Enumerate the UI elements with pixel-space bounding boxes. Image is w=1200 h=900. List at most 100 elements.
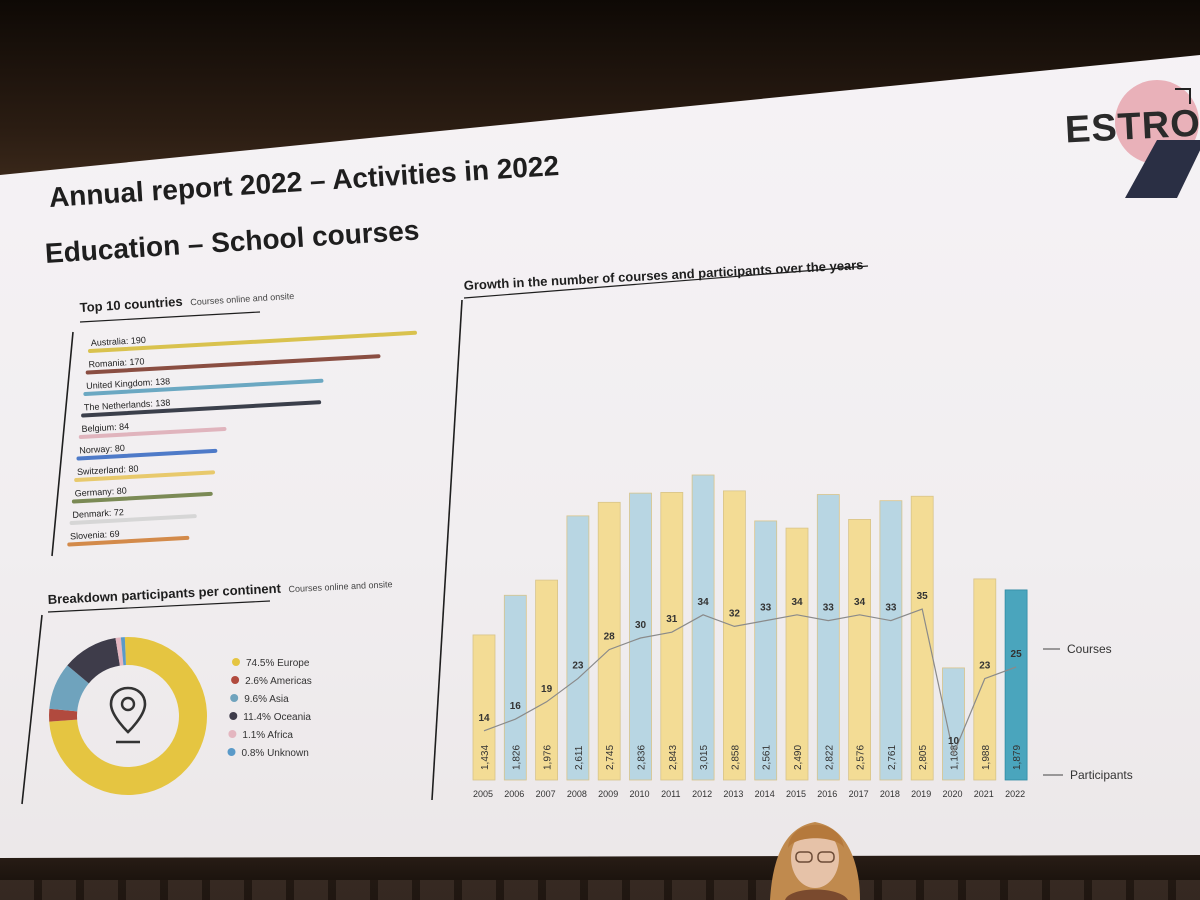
courses-value-label: 31: [666, 614, 678, 625]
participants-bar: [472, 634, 496, 781]
svg-text:Breakdown participants per con: Breakdown participants per continent Cou…: [47, 575, 392, 607]
year-label: 2013: [723, 789, 743, 799]
courses-value-label: 33: [885, 603, 897, 614]
top-countries-axis: [51, 331, 74, 557]
participants-value-label: 2,561: [762, 745, 773, 770]
participants-bar: [879, 500, 903, 781]
continent-legend: 74.5% Europe 2.6% Americas 9.6% Asia 11.4% …: [227, 658, 312, 759]
country-bar-label: United Kingdom: 138: [86, 376, 170, 391]
participants-legend-label: Participants: [1070, 768, 1133, 782]
year-label: 2010: [629, 789, 649, 799]
continent-breakdown-chart: Breakdown participants per continent Cou…: [21, 575, 393, 805]
donut-slice: [49, 637, 207, 795]
courses-value-label: 25: [1011, 649, 1023, 660]
legend-label: 1.1% Africa: [242, 730, 293, 741]
participants-value-label: 2,576: [856, 745, 867, 770]
country-bar-label: Australia: 190: [91, 335, 147, 348]
courses-value-label: 35: [917, 591, 929, 602]
legend-label: 9.6% Asia: [244, 694, 289, 705]
country-bar: [74, 470, 216, 482]
country-bar: [83, 378, 324, 396]
location-pin-icon: [109, 686, 147, 744]
svg-text:Top 10 countries Courses: Top 10 countries Courses online and onsi…: [79, 287, 294, 315]
legend-label: 0.8% Unknown: [242, 748, 309, 759]
year-label: 2022: [1005, 789, 1025, 799]
participants-bars: 1,434 1,826 1,976 2,611 2,745 2,836 2,843 3,015…: [472, 474, 1028, 781]
year-label: 2019: [911, 789, 931, 799]
participants-value-label: 2,836: [637, 745, 648, 770]
year-label: 2005: [473, 789, 493, 799]
participants-bar: [1004, 589, 1028, 781]
country-bars: Australia: 190 Romania: 170 United Kingdom…: [67, 330, 417, 547]
country-bar-label: The Netherlands: 138: [84, 398, 171, 413]
year-label: 2016: [817, 789, 837, 799]
participants-value-label: 2,858: [730, 745, 741, 770]
top-countries-subtitle: Courses online and onsite: [190, 291, 294, 307]
participants-value-label: 1,826: [511, 745, 522, 770]
country-bar: [88, 330, 417, 353]
country-bar: [78, 426, 227, 439]
growth-title-underline: [463, 265, 869, 299]
top-countries-title-underline: [79, 311, 261, 323]
participants-value-label: 2,843: [668, 745, 679, 770]
participants-value-label: 2,490: [793, 745, 804, 770]
year-axis-labels: 2005 2006 2007 2008 2009 2010 2011 2012 2013 2014…: [473, 789, 1025, 799]
participants-bar: [816, 494, 840, 781]
participants-value-label: 1,988: [981, 745, 992, 770]
country-bar-label: Germany: 80: [74, 486, 127, 499]
participants-bar: [535, 579, 558, 781]
participants-value-label: 2,805: [918, 745, 929, 770]
participants-value-label: 1,108: [950, 745, 961, 770]
participants-value-label: 2,611: [574, 745, 585, 770]
continent-axis: [21, 614, 43, 805]
growth-axis: [431, 299, 463, 801]
continent-subtitle: Courses online and onsite: [288, 579, 392, 594]
participants-bar: [566, 515, 590, 781]
legend-label: 2.6% Americas: [245, 676, 312, 687]
participants-value-label: 2,745: [605, 745, 616, 770]
continent-donut: [49, 637, 207, 795]
year-label: 2009: [598, 789, 618, 799]
year-label: 2020: [942, 789, 962, 799]
donut-slice: [49, 665, 90, 712]
continent-title-underline: [47, 600, 271, 613]
courses-value-label: 34: [698, 597, 710, 608]
year-label: 2006: [504, 789, 524, 799]
continent-title: Breakdown participants per continent: [47, 581, 281, 607]
country-bar-label: Slovenia: 69: [70, 529, 120, 542]
legend-swatch: [228, 730, 237, 738]
participants-bar: [942, 667, 965, 781]
participants-bar: [785, 527, 809, 781]
presenter: [770, 822, 860, 900]
courses-labels: 14 16 19 23 28 30 31 34 32 33 34 33 34 33 35 10 23 25: [478, 591, 1022, 747]
year-label: 2015: [786, 789, 806, 799]
logo-bracket: [1175, 88, 1191, 104]
courses-value-label: 28: [604, 632, 616, 643]
year-label: 2008: [567, 789, 587, 799]
country-bar: [85, 354, 381, 375]
donut-slice: [67, 638, 121, 684]
courses-value-label: 14: [478, 713, 490, 724]
participants-value-label: 2,761: [887, 745, 898, 770]
country-bar: [71, 491, 213, 504]
year-label: 2018: [880, 789, 900, 799]
growth-title: Growth in the number of courses and part…: [463, 257, 863, 293]
participants-bar: [691, 474, 715, 781]
estro-logo: ESTRO: [1055, 78, 1200, 203]
courses-value-label: 23: [979, 661, 991, 672]
year-label: 2021: [974, 789, 994, 799]
country-bar-label: Switzerland: 80: [77, 463, 139, 477]
country-bar: [76, 448, 218, 461]
courses-value-label: 32: [729, 608, 741, 619]
participants-bar: [910, 495, 934, 781]
country-bar: [67, 535, 190, 547]
country-bar-label: Denmark: 72: [72, 507, 124, 520]
auditorium-seats: [0, 880, 1200, 900]
courses-legend-label: Courses: [1067, 642, 1112, 656]
legend-label: 74.5% Europe: [246, 658, 310, 669]
legend-swatch: [232, 658, 240, 666]
participants-bar: [597, 501, 621, 781]
country-bar-label: Belgium: 84: [81, 421, 129, 434]
legend-swatch: [229, 712, 238, 720]
